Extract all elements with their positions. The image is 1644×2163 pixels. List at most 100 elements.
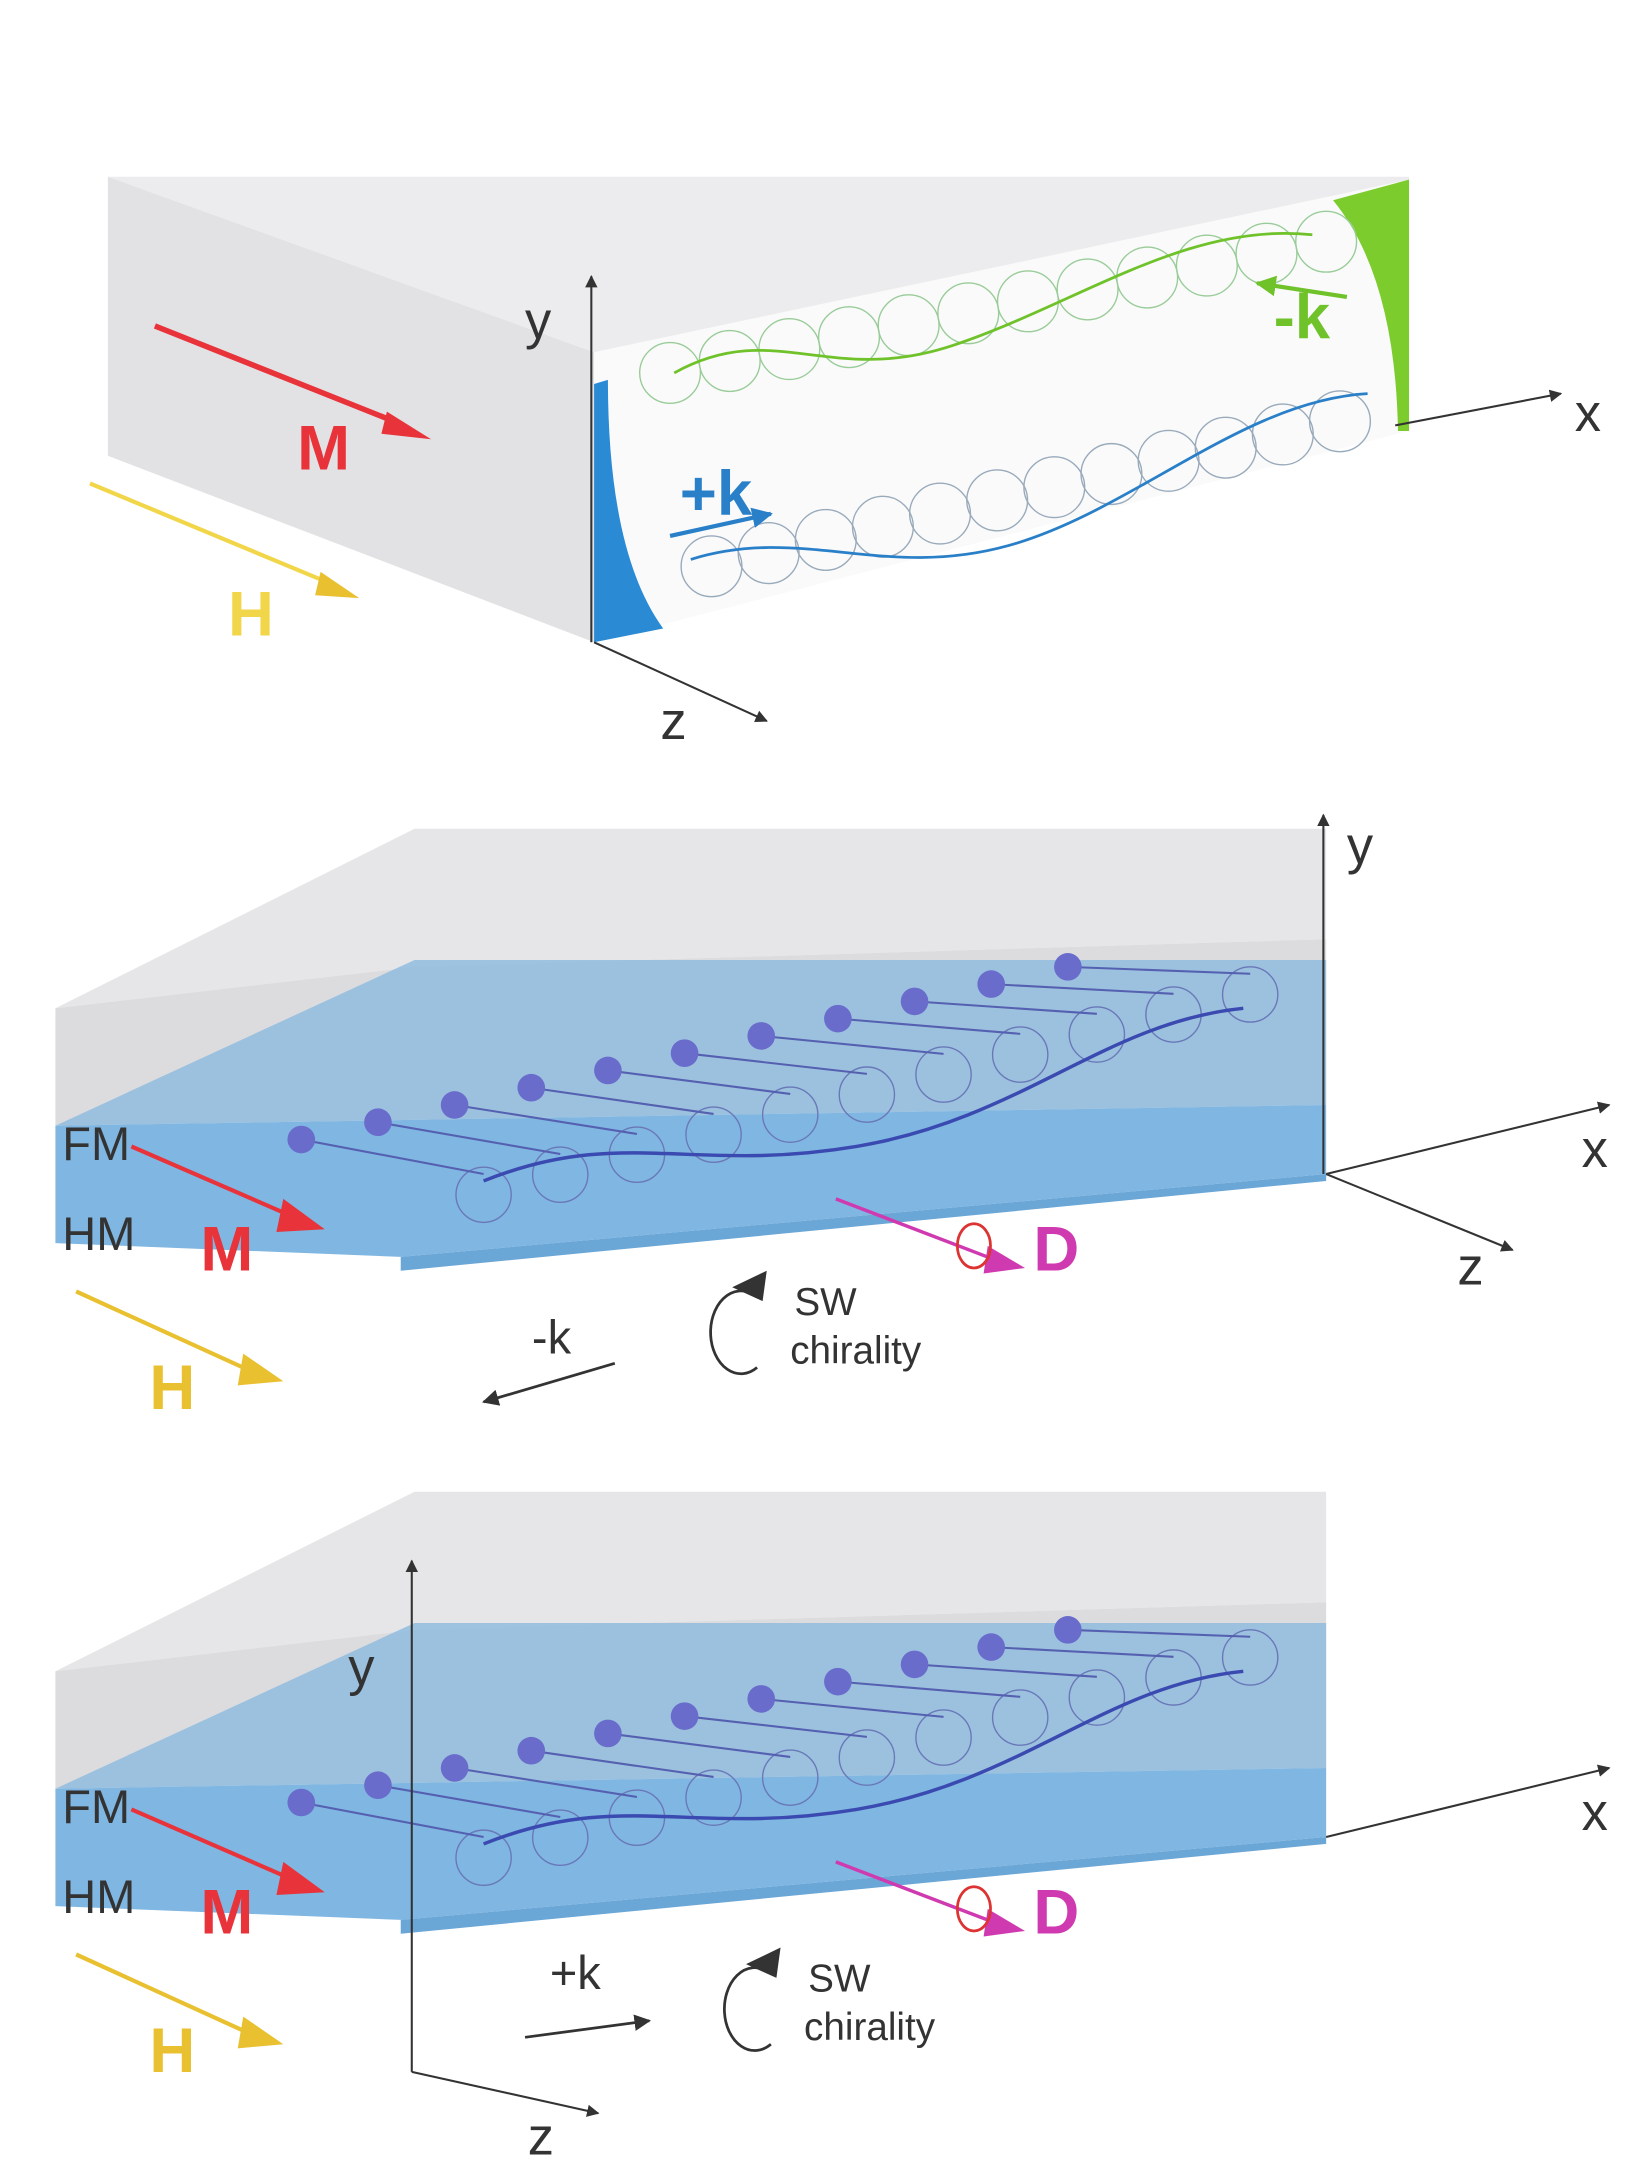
precession-circle (838, 1729, 896, 1786)
chirality-label: chirality (804, 2006, 936, 2049)
spin-sphere (824, 1004, 852, 1033)
h-arrow (75, 1952, 250, 2036)
m-label: M (200, 1877, 253, 1948)
spin-arrow (684, 1052, 868, 1075)
h-arrow (75, 1289, 250, 1373)
spin-sphere (440, 1091, 469, 1119)
axis-z (1325, 1173, 1514, 1252)
m-arrow (130, 1807, 292, 1881)
precession-circle (1221, 966, 1279, 1023)
box-top (55, 828, 1327, 1009)
spin-sphere (670, 1039, 699, 1067)
spin-arrow (837, 1017, 1021, 1035)
circle (1295, 210, 1358, 273)
spin-sphere (440, 1754, 469, 1782)
h-arrow (89, 481, 330, 585)
k-arrow (482, 1361, 616, 1406)
chirality-label: chirality (790, 1329, 922, 1372)
panel-1: y x z M H +k -k (89, 176, 1601, 751)
spin-sphere (977, 970, 1006, 998)
green-wave (673, 232, 1313, 375)
k-label: +k (550, 1946, 601, 1999)
panel-3: y x z FM HM MH D +k SW chirality (55, 1491, 1611, 2163)
precession-circle (838, 1066, 896, 1123)
h-head (237, 1353, 284, 1386)
plus-k-arrow (669, 507, 773, 538)
k-arrow (524, 2014, 651, 2039)
fm-label: FM (62, 1780, 130, 1833)
box-hm (55, 1104, 1327, 1257)
chirality-head (732, 1270, 767, 1302)
spin-sphere (977, 1633, 1006, 1661)
precession-circle (531, 1146, 589, 1204)
spin-arrow (377, 1121, 561, 1156)
blue-wave (690, 392, 1368, 561)
blue-wedge (594, 379, 664, 643)
k-label: -k (532, 1311, 572, 1364)
axis-label: y (1347, 816, 1374, 875)
box-top (55, 1491, 1327, 1672)
circle (1175, 234, 1238, 297)
spin-sphere (1054, 953, 1082, 981)
spin-sphere (670, 1702, 699, 1730)
spin-arrow (1067, 965, 1251, 975)
spin-sphere (1054, 1616, 1082, 1644)
h-label: H (228, 578, 274, 649)
spin-sphere (594, 1056, 622, 1085)
spin-arrow (531, 1086, 714, 1115)
spin-sphere (517, 1736, 546, 1765)
spin-arrow (531, 1749, 714, 1778)
circle (1056, 258, 1119, 321)
spin-sphere (517, 1073, 546, 1102)
m-label: M (200, 1214, 253, 1285)
precession-circle (685, 1769, 742, 1826)
axis-label: z (660, 692, 686, 751)
d-label: D (1033, 1214, 1079, 1285)
k-label: +k (680, 458, 753, 529)
axis-label: y (348, 1638, 375, 1697)
spin-arrow (991, 1646, 1174, 1658)
spin-arrow (991, 983, 1174, 995)
m-arrow (130, 1144, 292, 1218)
precession-circle (1068, 1669, 1126, 1726)
axis-label: z (1457, 1238, 1483, 1297)
axis-x (1325, 1101, 1611, 1176)
chirality-arrow (723, 1966, 772, 2052)
box-hm-front (400, 1174, 1327, 1271)
m-head (381, 411, 432, 440)
d-label: D (1033, 1877, 1079, 1948)
spin-arrow (914, 1000, 1097, 1015)
spin-arrow (684, 1715, 868, 1738)
precession-circle (761, 1086, 819, 1143)
precession-circle (991, 1026, 1049, 1083)
chirality-arrow (709, 1289, 758, 1376)
axis-label: x (1582, 1120, 1608, 1179)
minus-k-arrow (1255, 275, 1348, 300)
precession-circle (531, 1809, 589, 1867)
d-rotation (955, 1885, 992, 1933)
spin-arrow (761, 1697, 944, 1718)
box-top (107, 176, 1410, 353)
d-head (983, 1245, 1026, 1274)
spin-arrow (301, 1138, 484, 1176)
precession-circle (1068, 1006, 1126, 1063)
d-arrow (835, 1197, 996, 1262)
green-wedge (1333, 179, 1410, 431)
spin-wave (482, 1669, 1244, 1846)
precession-circle (1221, 1629, 1279, 1686)
panel-2: y x z FM HM MH D -k SW chirality (55, 813, 1611, 1423)
precession-circle (761, 1749, 819, 1806)
axis-x (1325, 1764, 1611, 1839)
axis-z (411, 2070, 600, 2117)
circle (937, 282, 1000, 345)
axis-label: z (528, 2108, 554, 2163)
d-rotation (955, 1222, 992, 1270)
spin-arrow (377, 1784, 561, 1819)
axis-label: x (1575, 384, 1601, 443)
fm-label: FM (62, 1117, 130, 1170)
precession-circle (915, 1046, 972, 1103)
precession-circle (991, 1689, 1049, 1746)
spin-arrow (607, 1732, 791, 1758)
spin-sphere (364, 1108, 392, 1137)
